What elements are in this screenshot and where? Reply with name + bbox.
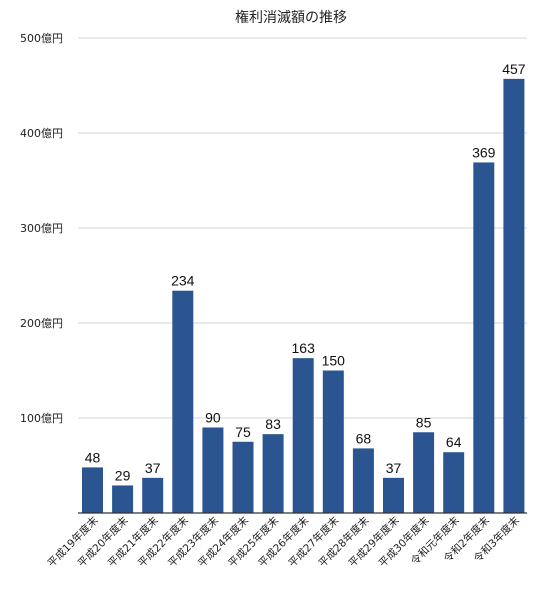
data-label: 68 [356, 430, 372, 446]
chart-title: 権利消滅額の推移 [235, 9, 347, 26]
data-label: 85 [416, 414, 432, 430]
y-tick-label: 200億円 [20, 317, 63, 330]
data-label: 90 [205, 410, 221, 426]
data-label: 48 [85, 449, 101, 465]
data-label: 369 [472, 144, 496, 160]
data-label: 83 [265, 416, 281, 432]
bar [352, 448, 374, 513]
gridlines [78, 37, 527, 419]
data-label: 163 [292, 340, 316, 356]
bars [82, 78, 525, 513]
bar [142, 477, 164, 513]
y-tick-label: 500億円 [20, 32, 63, 45]
bar [292, 358, 314, 513]
data-label: 37 [386, 460, 402, 476]
bar [383, 477, 404, 513]
data-label: 37 [145, 460, 161, 476]
data-label: 75 [235, 424, 251, 440]
bar [82, 467, 103, 513]
bar [443, 452, 465, 513]
data-label: 29 [115, 467, 131, 483]
bar [172, 290, 194, 513]
data-label: 64 [446, 434, 462, 450]
data-label: 457 [502, 61, 526, 77]
bar [202, 427, 224, 513]
bar [322, 370, 344, 513]
bar [503, 78, 525, 513]
y-tick-label: 300億円 [20, 222, 63, 235]
data-label: 234 [171, 273, 195, 289]
y-tick-label: 400億円 [20, 127, 63, 140]
bar [413, 432, 435, 513]
y-tick-label: 100億円 [20, 412, 63, 425]
bar [262, 434, 284, 513]
bar [473, 162, 495, 513]
data-label: 150 [322, 353, 346, 369]
bar [112, 485, 134, 513]
bar [232, 441, 254, 513]
